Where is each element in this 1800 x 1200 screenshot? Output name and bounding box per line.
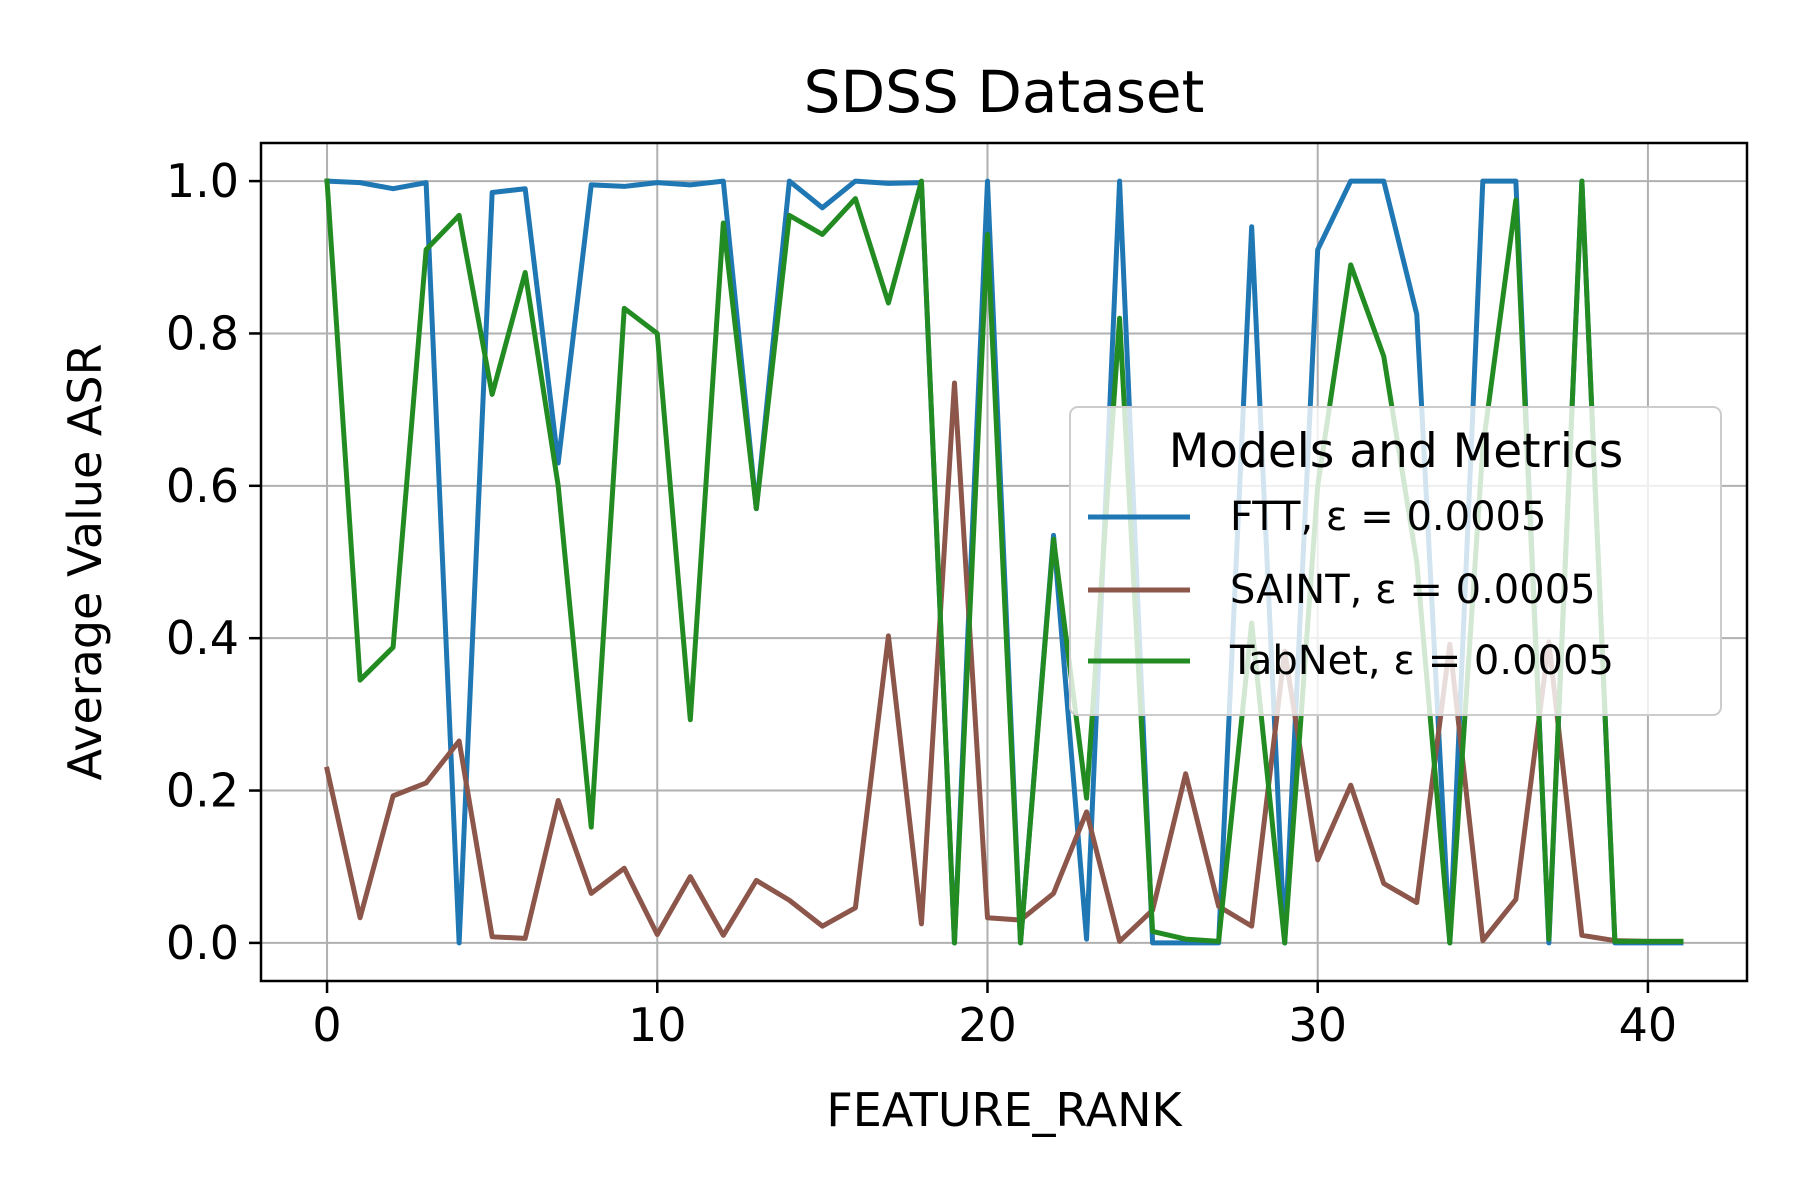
legend-box xyxy=(1069,406,1722,716)
legend: Models and Metrics FTT, ε = 0.0005 SAINT,… xyxy=(1069,406,1722,716)
x-tick-label: 20 xyxy=(958,998,1017,1052)
x-tick-label: 10 xyxy=(628,998,687,1052)
y-axis-title: Average Value ASR xyxy=(58,343,112,780)
chart-title: SDSS Dataset xyxy=(804,58,1205,126)
y-tick-label: 0.4 xyxy=(166,611,239,665)
y-tick-label: 0.2 xyxy=(166,764,239,818)
legend-label-3: TabNet, ε = 0.0005 xyxy=(1229,638,1614,684)
legend-label-1: FTT, ε = 0.0005 xyxy=(1230,494,1546,540)
x-tick-label: 40 xyxy=(1619,998,1678,1052)
y-tick-label: 0.0 xyxy=(166,916,239,970)
legend-title: Models and Metrics xyxy=(1169,424,1624,479)
x-tick-label: 0 xyxy=(312,998,341,1052)
legend-label-2: SAINT, ε = 0.0005 xyxy=(1230,567,1596,613)
series-line-3 xyxy=(324,178,1684,946)
y-axis-ticks: 0.0 0.2 0.4 0.6 0.8 1.0 xyxy=(166,154,261,970)
legend-entries: FTT, ε = 0.0005 SAINT, ε = 0.0005 TabNet, … xyxy=(1088,494,1614,684)
y-tick-label: 0.8 xyxy=(166,306,239,360)
y-tick-label: 1.0 xyxy=(166,154,239,208)
x-tick-label: 30 xyxy=(1288,998,1347,1052)
y-tick-label: 0.6 xyxy=(166,459,239,513)
plot-frame xyxy=(259,141,1749,983)
x-axis-ticks: 0 10 20 30 40 xyxy=(312,981,1677,1052)
x-axis-title: FEATURE_RANK xyxy=(826,1083,1183,1137)
